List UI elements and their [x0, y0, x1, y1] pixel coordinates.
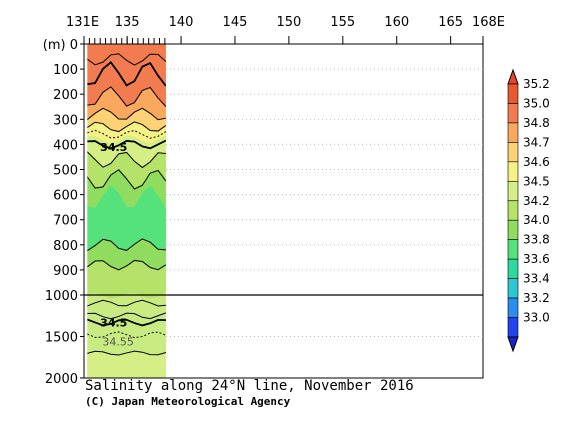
colorbar-label: 33.6 — [523, 252, 550, 266]
x-tick-label: 155 — [330, 15, 355, 30]
contour-line — [87, 121, 166, 133]
x-tick-label: 160 — [384, 15, 409, 30]
y-tick-label: 700 — [53, 214, 78, 229]
colorbar-segment — [507, 83, 519, 104]
colorbar-label: 35.2 — [523, 77, 550, 91]
x-tick-label: 135 — [115, 15, 140, 30]
x-tick-label: 165 — [438, 15, 463, 30]
colorbar-label: 34.0 — [523, 213, 550, 227]
contour-line — [87, 350, 166, 356]
y-axis-unit-label: (m) 0 — [43, 38, 78, 53]
colorbar-segment — [507, 219, 519, 240]
chart-title: Salinity along 24°N line, November 2016 — [85, 378, 414, 394]
y-tick-label: 800 — [53, 239, 78, 254]
x-tick-label: 131E — [66, 15, 99, 30]
salinity-band — [87, 351, 166, 378]
contour-line — [87, 151, 166, 169]
salinity-band — [87, 135, 166, 168]
colorbar-label: 33.4 — [523, 272, 550, 286]
colorbar-label: 33.2 — [523, 291, 550, 305]
contour-line — [87, 61, 166, 87]
y-tick-label: 300 — [53, 113, 78, 128]
plot-frame — [83, 43, 484, 379]
y-tick-label: 1000 — [45, 289, 78, 304]
colorbar-segment — [507, 103, 519, 124]
y-tick-label: 100 — [53, 63, 78, 78]
contour-line — [87, 139, 166, 150]
contour-line — [87, 169, 166, 190]
contour-label: 34.55 — [102, 335, 133, 348]
y-tick-label: 1500 — [45, 331, 78, 346]
salinity-band — [87, 238, 166, 270]
colorbar-label: 34.7 — [523, 135, 550, 149]
salinity-field — [87, 44, 166, 378]
contour-line — [87, 318, 166, 327]
colorbar-segment — [507, 122, 519, 143]
y-tick-label: 500 — [53, 164, 78, 179]
colorbar-top-arrow — [507, 68, 519, 85]
colorbar-segment — [507, 239, 519, 260]
y-tick-label: 200 — [53, 88, 78, 103]
chart-credit: (C) Japan Meteorological Agency — [85, 395, 291, 408]
salinity-band — [87, 260, 166, 299]
contour-line — [87, 107, 166, 121]
colorbar-label: 35.0 — [523, 96, 550, 110]
colorbar-label: 34.6 — [523, 155, 550, 169]
colorbar-segment — [507, 200, 519, 221]
colorbar-segment — [507, 317, 519, 338]
salinity-band — [87, 185, 166, 251]
salinity-band — [87, 151, 166, 189]
colorbar-segment — [507, 278, 519, 299]
salinity-band — [87, 44, 166, 107]
contour-line — [87, 259, 166, 271]
y-tick-label: 900 — [53, 264, 78, 279]
salinity-band — [87, 86, 166, 120]
contour-label: 34.5 — [100, 316, 127, 329]
colorbar-label: 33.0 — [523, 311, 550, 325]
colorbar-segment — [507, 142, 519, 163]
colorbar-label: 34.2 — [523, 194, 550, 208]
colorbar: 35.2 35.0 34.8 34.7 34.6 34.5 34.2 34.0 33.8 33.6… — [507, 68, 550, 353]
salinity-band — [87, 108, 166, 132]
colorbar-label: 34.8 — [523, 116, 550, 130]
contour-line — [87, 238, 166, 252]
colorbar-label: 33.8 — [523, 233, 550, 247]
y-tick-label: 2000 — [45, 372, 78, 387]
y-tick-label: 400 — [53, 138, 78, 153]
x-tick-label: 140 — [169, 15, 194, 30]
colorbar-segment — [507, 258, 519, 279]
x-tick-label: 145 — [223, 15, 248, 30]
x-tick-label: 168E — [472, 15, 505, 30]
contour-line — [87, 86, 166, 107]
contour-line — [87, 53, 166, 66]
colorbar-label: 34.5 — [523, 174, 550, 188]
axes: 100 200 300 400 500 600 700 800 900 1000 1500 2000 (… — [43, 15, 505, 387]
contour-line — [87, 312, 166, 320]
contour-line — [87, 299, 166, 307]
colorbar-bottom-arrow — [507, 336, 519, 353]
contour-line — [87, 129, 166, 139]
colorbar-segment — [507, 181, 519, 202]
colorbar-segment — [507, 161, 519, 182]
plot-area: 34.5 34.5 34.55 — [87, 44, 166, 378]
y-tick-label: 600 — [53, 189, 78, 204]
x-tick-label: 150 — [276, 15, 301, 30]
contour-label: 34.5 — [100, 141, 127, 154]
colorbar-segment — [507, 297, 519, 318]
contour-line — [87, 331, 166, 339]
